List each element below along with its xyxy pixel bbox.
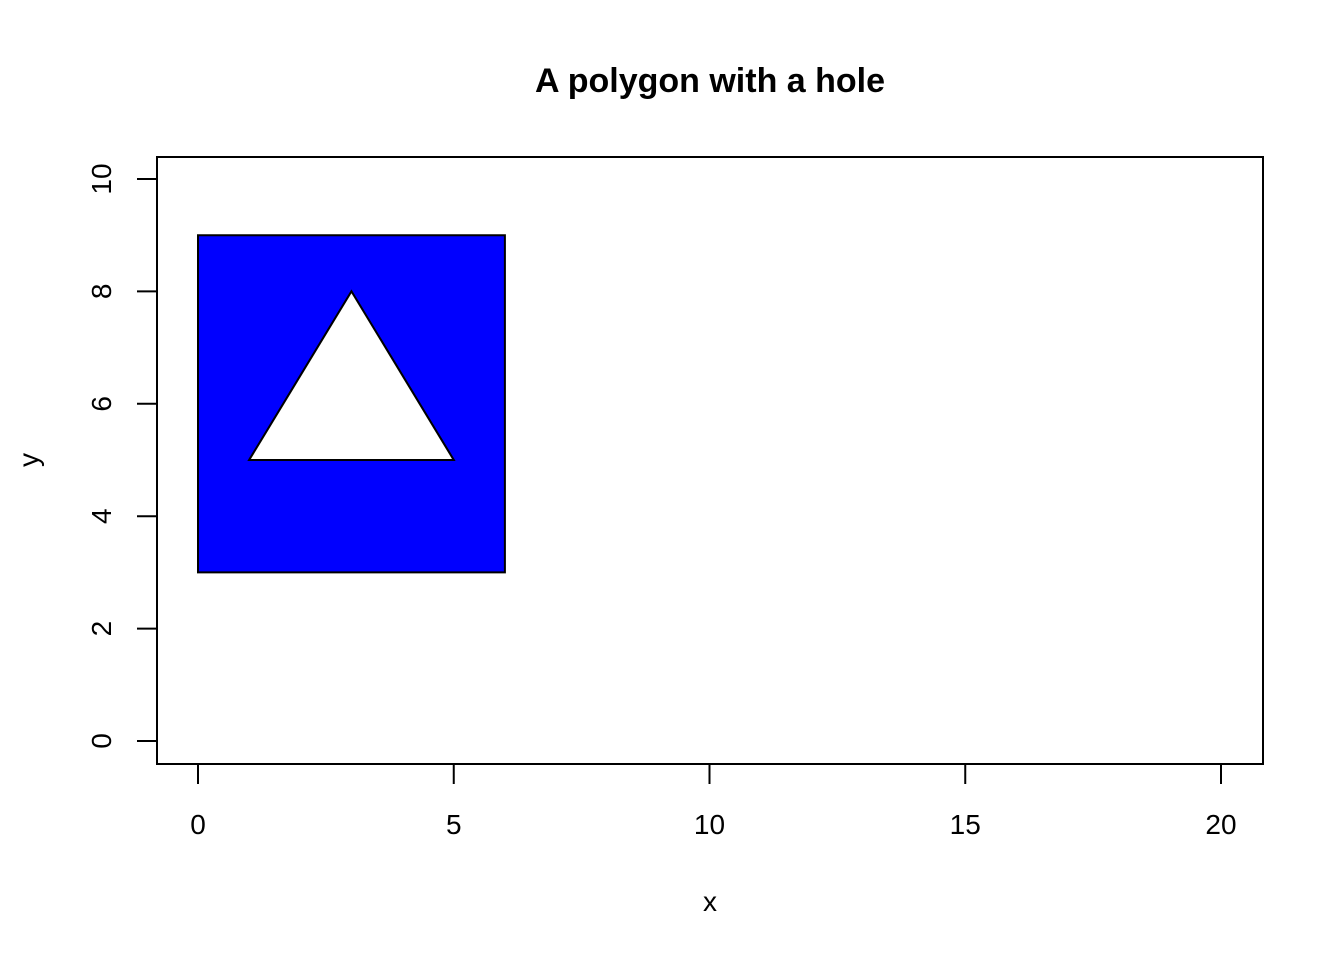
y-tick-label: 6 <box>86 396 117 412</box>
y-tick-label: 8 <box>86 284 117 300</box>
x-tick-label: 10 <box>694 809 725 840</box>
y-axis: 0 2 4 6 8 10 <box>86 163 158 749</box>
y-tick-label: 0 <box>86 733 117 749</box>
y-tick-label: 10 <box>86 163 117 194</box>
x-tick-label: 15 <box>950 809 981 840</box>
polygon-hole <box>247 289 456 461</box>
y-axis-label: y <box>13 453 44 467</box>
y-tick-label: 2 <box>86 621 117 637</box>
x-axis: 0 5 10 15 20 <box>190 763 1237 840</box>
x-tick-label: 20 <box>1205 809 1236 840</box>
x-tick-label: 0 <box>190 809 206 840</box>
polygon-layer <box>197 234 506 574</box>
x-axis-label: x <box>703 886 717 917</box>
chart-title: A polygon with a hole <box>535 62 885 100</box>
y-tick-label: 4 <box>86 508 117 524</box>
x-tick-label: 5 <box>446 809 462 840</box>
